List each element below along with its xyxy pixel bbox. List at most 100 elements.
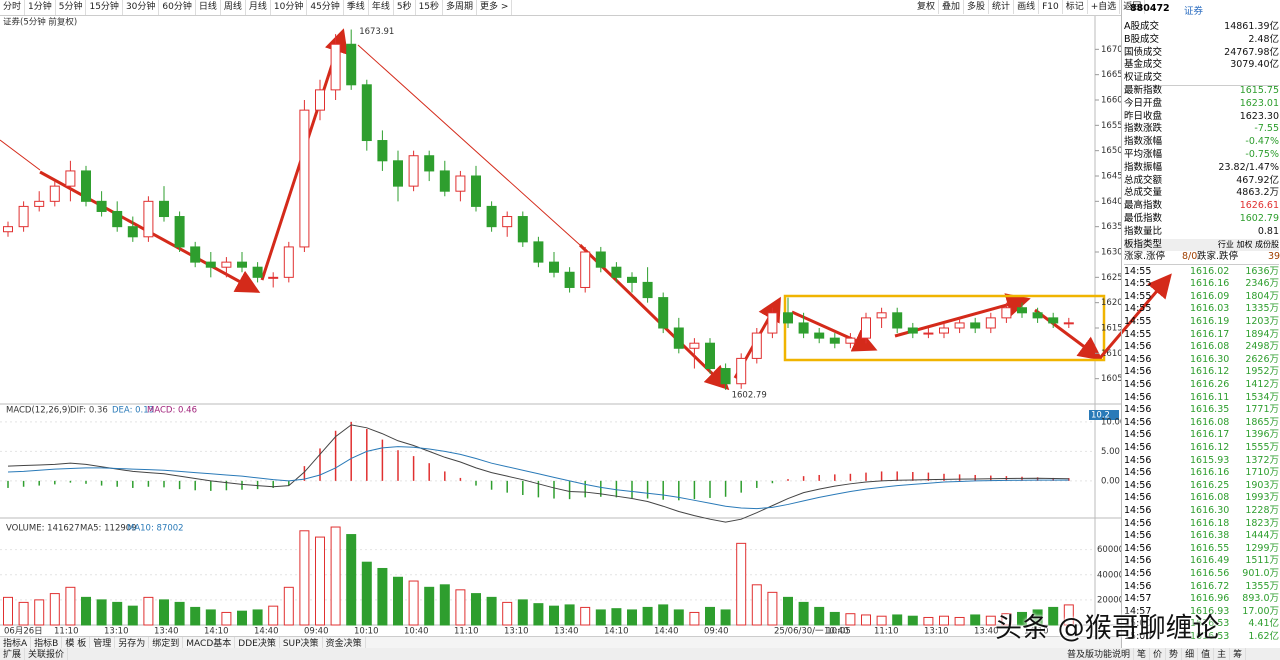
tick-volume: 1299万 [1245,542,1279,554]
button[interactable]: 5分钟 [56,0,87,15]
y-tick-label: 1620 [1101,298,1121,308]
button[interactable]: 周线 [221,0,246,15]
button[interactable]: 模 板 [62,637,91,649]
stat-row: 平均涨幅 -0.75% [1124,149,1279,162]
button[interactable]: 另存为 [115,637,150,649]
x-tick-label: 13:10 [924,627,949,637]
volume-bar [205,609,216,626]
button[interactable]: 60分钟 [159,0,196,15]
button[interactable]: 复权 [914,0,940,14]
type-tabs[interactable]: 行业 加权 成份股 [1217,239,1279,249]
button[interactable]: DDE决策 [235,637,280,649]
button[interactable]: 多股 [964,0,990,14]
candle-body [970,322,981,329]
tick-time: 14:56 [1124,505,1152,516]
candle-body [1048,317,1059,324]
volume-bar [642,606,653,626]
candle-body [252,266,263,278]
button[interactable]: 主 [1214,648,1231,660]
button[interactable]: SUP决策 [280,637,323,649]
button[interactable]: +自选 [1088,0,1121,14]
button[interactable]: 势 [1166,648,1183,660]
button[interactable]: 画线 [1014,0,1040,14]
x-tick-label: 14:10 [204,627,229,637]
button[interactable]: 资金决策 [323,637,366,649]
stat-label: 昨日收盘 [1124,110,1163,122]
tick-row: 14:56 1616.55 1299万 [1124,543,1279,556]
button[interactable]: 年线 [369,0,394,15]
stat-row: 最新指数 1615.75 [1124,85,1279,98]
tick-row: 14:56 1616.17 1396万 [1124,429,1279,442]
x-tick-label: 13:40 [974,627,999,637]
button[interactable]: 更多 > [477,0,513,15]
tick-price: 1616.93 [1190,605,1230,617]
button[interactable]: F10 [1039,0,1063,14]
tick-price: 1616.16 [1190,278,1230,290]
button[interactable]: 筹 [1230,648,1247,660]
macd-label: MACD: 0.46 [147,406,197,416]
button[interactable]: 扩展 [0,648,26,660]
tick-row: 14:56 1616.26 1412万 [1124,379,1279,392]
stat-value: 467.92亿 [1236,174,1279,186]
candle-body [595,251,606,268]
tick-row: 15:00 1616.53 4.41亿 [1124,618,1279,631]
volume-bar [611,608,622,626]
button[interactable]: 价 [1150,648,1167,660]
tick-volume: 1534万 [1245,391,1279,403]
tick-price: 1616.17 [1190,328,1230,340]
stat-value: 4863.2万 [1236,187,1279,199]
button[interactable]: 普及版功能说明 [1064,648,1135,660]
quote-panel: 880472 证券 A股成交 14861.39亿 B股成交 2.48亿 国债成交 24767.… [1121,0,1280,648]
button[interactable]: 细 [1182,648,1199,660]
volume-bar [127,605,138,626]
tick-time: 14:56 [1124,366,1152,378]
button[interactable]: 标记 [1063,0,1088,14]
stat-row: 权证成交 [1124,72,1279,86]
tick-volume: 1865万 [1245,416,1279,428]
x-tick-label: 14:10 [1024,627,1049,637]
stat-label: 最高指数 [1124,200,1163,212]
button[interactable]: 返回 [1120,0,1146,14]
button[interactable]: 叠加 [939,0,965,14]
button[interactable]: 多周期 [443,0,478,15]
button[interactable]: 统计 [989,0,1015,14]
button[interactable]: 月线 [246,0,271,15]
button[interactable]: 5秒 [394,0,416,15]
button[interactable]: 15分钟 [86,0,123,15]
button[interactable]: 45分钟 [307,0,344,15]
button[interactable]: 绑定到 [149,637,184,649]
button[interactable]: 管理 [90,637,116,649]
button[interactable]: 日线 [196,0,221,15]
button[interactable]: 1分钟 [25,0,56,15]
tick-price: 1616.19 [1190,316,1230,327]
button[interactable]: 10分钟 [271,0,308,15]
x-tick-label: 09:40 [704,627,729,637]
volume-bar [221,611,232,626]
candle-body [205,261,216,268]
tick-price: 1616.17 [1190,429,1230,441]
tick-volume: 1.62亿 [1248,631,1279,642]
volume-bar [549,605,559,626]
button[interactable]: 值 [1198,648,1215,660]
button[interactable]: 指标B [31,637,63,649]
button[interactable]: 季线 [344,0,369,15]
tick-volume: 1396万 [1245,429,1279,441]
tick-price: 1616.26 [1190,379,1230,390]
y-tick-label: 5.00 [1101,447,1120,457]
x-tick-label: 14:40 [654,627,679,637]
button[interactable]: 15秒 [416,0,444,15]
tick-volume: 1555万 [1245,442,1279,453]
button[interactable]: 分时 [0,0,26,15]
tick-price: 1616.30 [1190,353,1230,365]
volume-bar [346,534,357,626]
arrow [791,310,878,352]
button[interactable]: 指标A [0,637,32,649]
button[interactable]: 关联报价 [25,648,69,660]
tick-volume: 4.41亿 [1248,618,1279,630]
button[interactable]: MACD基本 [183,637,236,649]
button[interactable]: 笔 [1134,648,1151,660]
macd-label: DEA: 0.13 [112,406,154,416]
button[interactable]: 30分钟 [123,0,160,15]
stat-value: -7.55 [1254,123,1279,135]
candle-body [408,155,419,187]
